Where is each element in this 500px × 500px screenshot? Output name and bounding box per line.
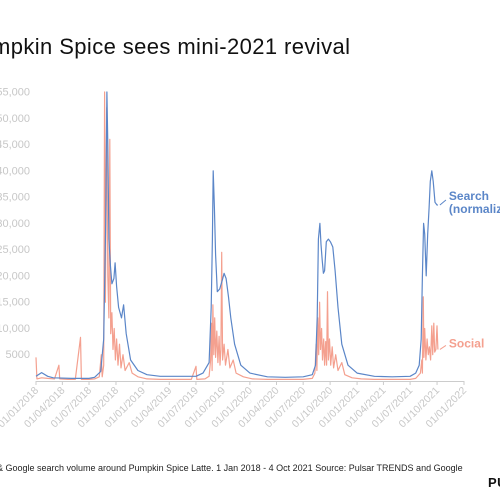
search-series-label: Search(normalized): [449, 189, 500, 216]
y-tick-label: 50,000: [0, 113, 30, 125]
chart-title: mpkin Spice sees mini-2021 revival: [0, 34, 351, 59]
social-series-label: Social: [449, 336, 484, 350]
brand-logo: PU: [488, 475, 500, 490]
search-label-leader: [439, 199, 447, 206]
y-tick-label: 35,000: [0, 192, 30, 204]
social-label-leader: [439, 345, 447, 350]
x-axis-ticks: 01/01/201801/04/201801/07/201801/10/2018…: [0, 381, 469, 430]
y-tick-label: 40,000: [0, 165, 30, 177]
y-tick-label: 55,000: [0, 87, 30, 99]
y-tick-label: 30,000: [0, 218, 30, 230]
series-layer: [35, 91, 439, 380]
y-tick-label: 20,000: [0, 270, 30, 282]
series-labels: Search(normalized) Social: [439, 189, 500, 350]
y-tick-label: 45,000: [0, 139, 30, 151]
social-series-line: [35, 91, 439, 380]
y-axis-ticks: 5000 10,000 15,000 20,000 25,000 30,000 35,000…: [0, 87, 30, 362]
y-tick-label: 15,000: [0, 297, 30, 309]
search-series-line: [35, 91, 438, 379]
y-tick-label: 5000: [6, 349, 30, 361]
y-tick-label: 10,000: [0, 323, 30, 335]
y-tick-label: 25,000: [0, 244, 30, 256]
source-footnote: & Google search volume around Pumpkin Sp…: [0, 463, 463, 473]
